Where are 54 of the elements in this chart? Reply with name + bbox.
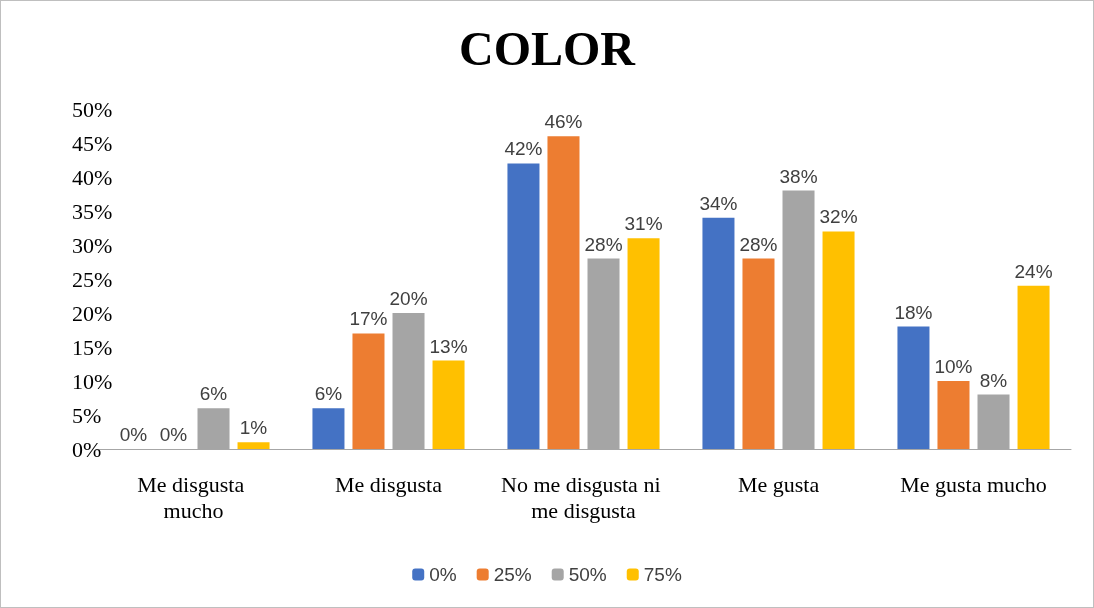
- y-tick-label: 50%: [72, 96, 113, 122]
- bar: [897, 326, 930, 449]
- y-tick-label: 35%: [72, 198, 113, 224]
- x-tick-label: Me disgusta mucho: [137, 471, 250, 523]
- data-label: 6%: [199, 383, 228, 405]
- data-label: 18%: [894, 301, 933, 323]
- x-tick-label: No me disgusta ni me disgusta: [501, 471, 666, 523]
- x-tick-label: Me gusta: [737, 471, 820, 497]
- data-label: 0%: [159, 423, 188, 445]
- y-tick-label: 10%: [72, 368, 113, 394]
- data-label: 38%: [779, 165, 818, 187]
- bar: [507, 163, 540, 449]
- y-tick-label: 40%: [72, 164, 113, 190]
- bar: [822, 231, 855, 449]
- data-label: 28%: [584, 233, 623, 255]
- bar: [702, 217, 735, 449]
- y-tick-label: 0%: [72, 436, 102, 462]
- legend-label: 0%: [429, 564, 457, 585]
- bar: [237, 442, 270, 449]
- x-tick-label: Me gusta mucho: [900, 471, 1047, 497]
- data-label: 32%: [819, 206, 858, 228]
- chart-title: COLOR: [458, 21, 637, 75]
- data-label: 28%: [739, 233, 778, 255]
- data-label: 46%: [544, 111, 583, 133]
- bar: [1017, 285, 1050, 449]
- data-label: 10%: [934, 356, 973, 377]
- data-label: 0%: [119, 423, 148, 445]
- data-label: 1%: [239, 417, 268, 439]
- legend-label: 25%: [493, 564, 532, 585]
- data-label: 34%: [699, 192, 738, 214]
- legend-label: 50%: [568, 564, 607, 585]
- y-tick-label: 5%: [72, 402, 102, 428]
- data-label: 20%: [389, 288, 428, 309]
- data-label: 42%: [504, 138, 543, 160]
- y-tick-label: 30%: [72, 232, 113, 258]
- data-label: 24%: [1014, 260, 1053, 282]
- data-label: 8%: [979, 369, 1008, 391]
- data-label: 17%: [349, 308, 388, 330]
- bar: [742, 258, 775, 449]
- x-tick-label: Me disgusta: [335, 471, 443, 497]
- y-tick-label: 25%: [72, 266, 113, 292]
- bar: [627, 238, 660, 449]
- legend-label: 75%: [643, 564, 682, 585]
- y-tick-label: 20%: [72, 300, 113, 326]
- bar: [547, 136, 580, 449]
- data-label: 6%: [314, 383, 343, 405]
- bar: [352, 333, 385, 449]
- bar: [312, 408, 345, 449]
- y-tick-label: 45%: [72, 130, 113, 156]
- y-tick-label: 15%: [72, 334, 113, 360]
- bar: [937, 381, 970, 449]
- data-label: 13%: [429, 335, 468, 357]
- data-label: 31%: [624, 213, 663, 235]
- bar: [432, 360, 465, 449]
